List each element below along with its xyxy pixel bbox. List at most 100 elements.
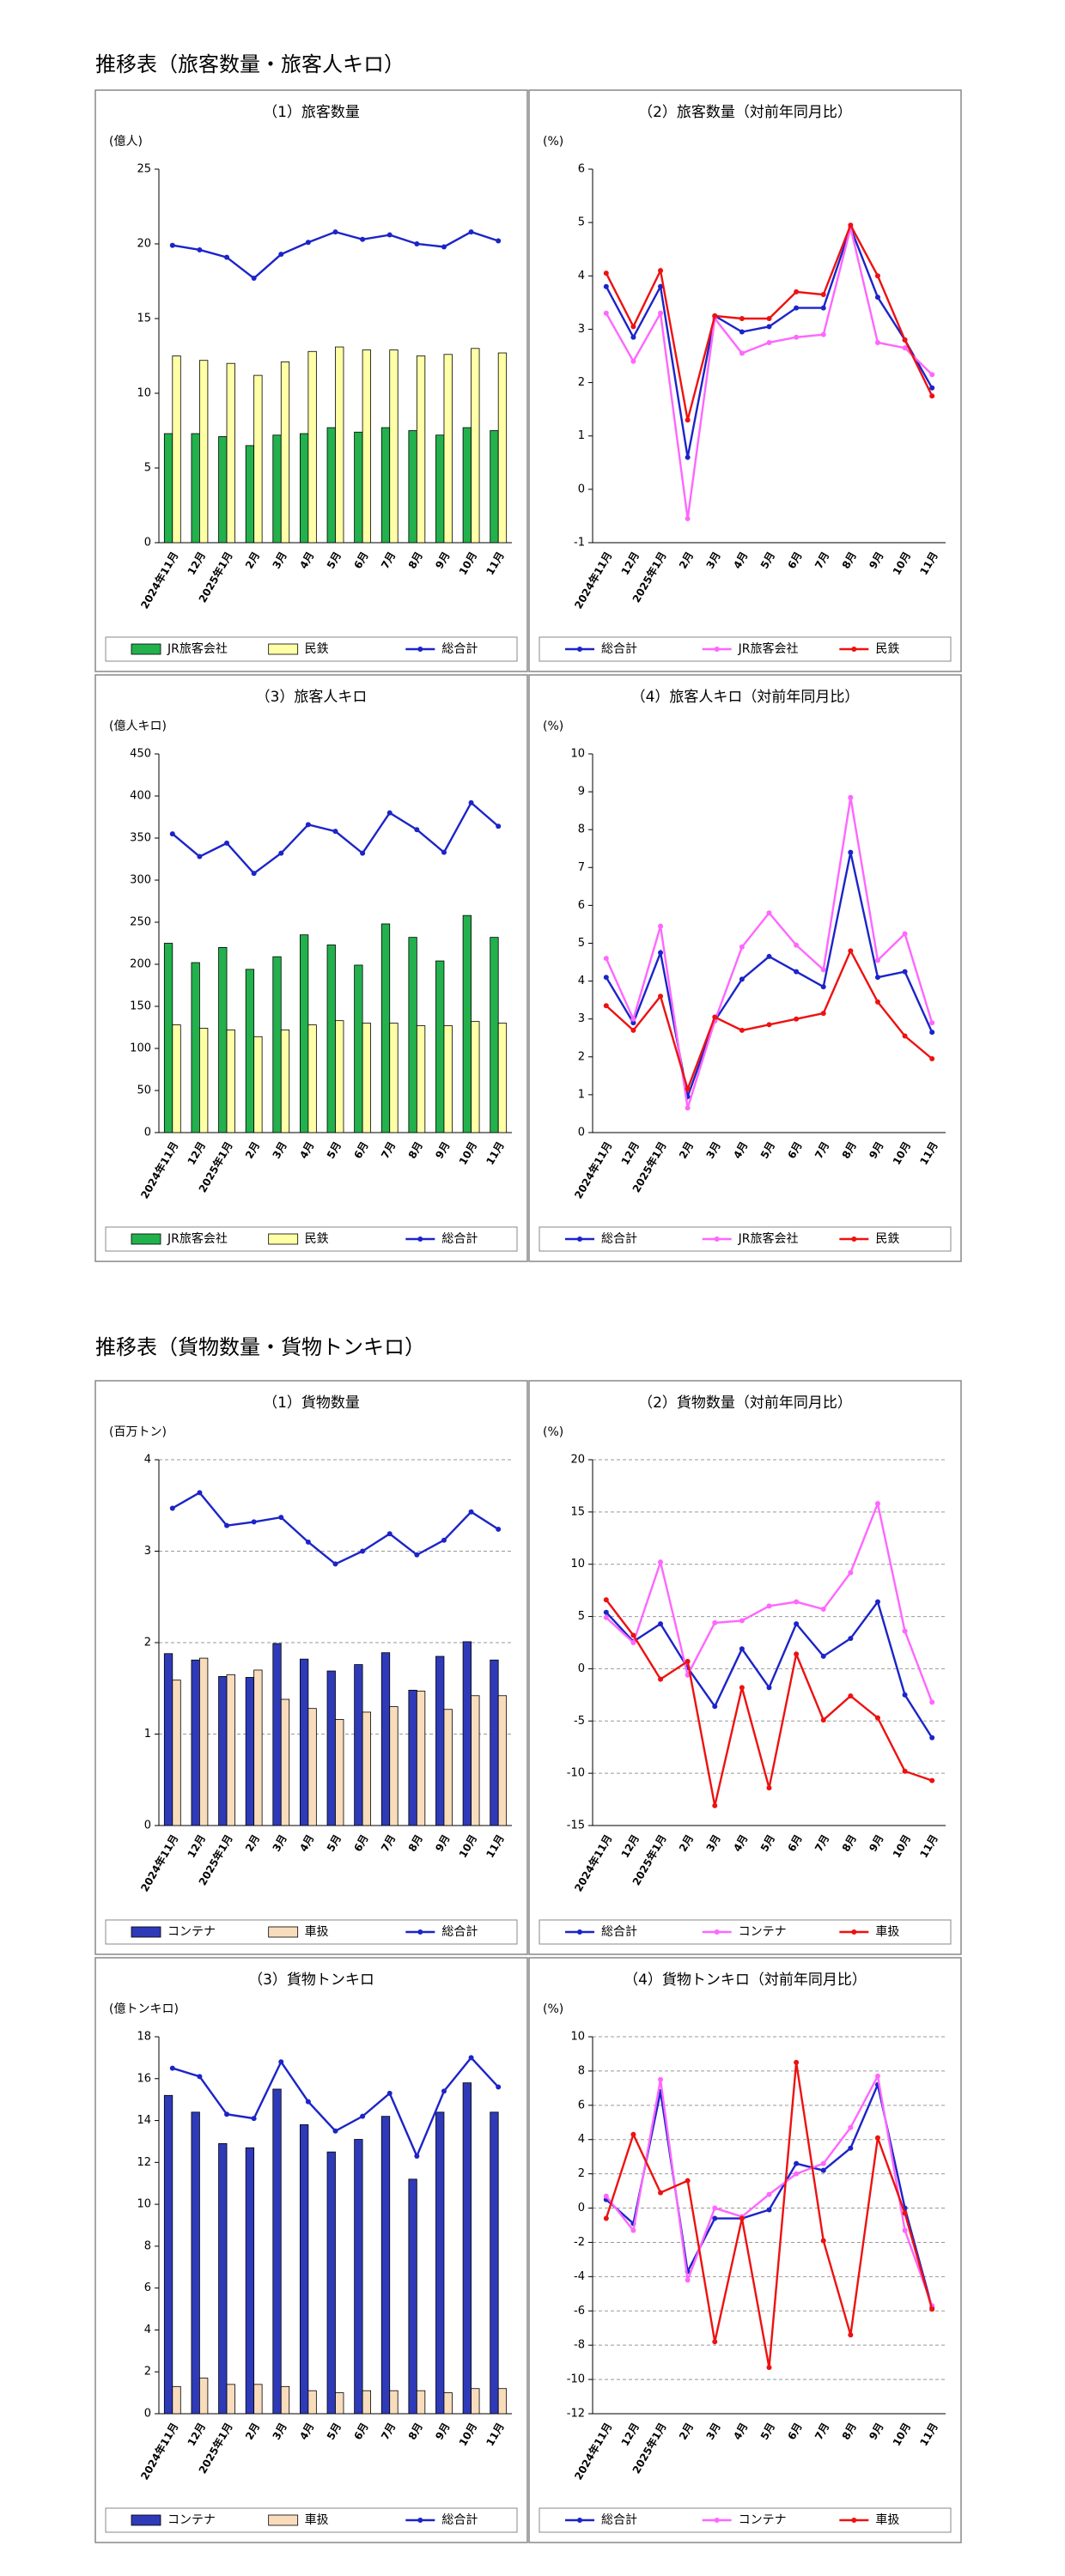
line-marker	[794, 1599, 800, 1605]
y-tick-label: 8	[144, 2239, 151, 2252]
line-marker	[414, 1552, 420, 1558]
legend-label: 総合計	[441, 2513, 478, 2527]
line-marker	[820, 1717, 826, 1723]
legend-box	[539, 1919, 952, 1945]
bar	[389, 349, 399, 544]
line-marker	[739, 976, 745, 982]
y-tick-label: 20	[137, 238, 151, 251]
line-marker	[441, 244, 447, 250]
y-axis-unit: (億トンキロ)	[109, 2002, 179, 2016]
line-marker	[603, 1609, 609, 1615]
line-marker	[712, 2339, 718, 2345]
legend-marker	[851, 1236, 857, 1242]
line-marker	[468, 1509, 474, 1515]
line-marker	[603, 283, 609, 289]
line-marker	[820, 2238, 826, 2244]
line-marker	[929, 1735, 935, 1741]
line-marker	[739, 944, 745, 950]
chart-title: （4）貨物トンキロ（対前年同月比）	[624, 1971, 867, 1989]
bar	[218, 947, 228, 1133]
bar	[416, 2390, 426, 2415]
y-tick-label: 10	[570, 748, 585, 761]
line-marker	[603, 1614, 609, 1620]
y-tick-label: 1	[144, 1728, 151, 1741]
line-marker	[902, 345, 908, 351]
bar	[326, 945, 336, 1133]
line-marker	[902, 931, 908, 937]
line-marker	[929, 372, 935, 378]
line-marker	[468, 2055, 474, 2061]
line-marker	[712, 2215, 718, 2221]
line-marker	[630, 1632, 636, 1638]
line-marker	[794, 1651, 800, 1657]
line-marker	[874, 273, 880, 279]
y-tick-label: 5	[144, 462, 151, 475]
line-marker	[794, 2160, 800, 2166]
y-tick-label: 5	[578, 1610, 585, 1623]
line-marker	[766, 1603, 772, 1609]
bar	[172, 1680, 181, 1826]
chart-title: （3）旅客人キロ	[256, 689, 368, 706]
bar	[218, 436, 228, 544]
legend-box	[539, 1226, 952, 1252]
line-marker	[820, 331, 826, 337]
line-marker	[630, 2227, 636, 2233]
bar	[253, 2384, 263, 2415]
line-marker	[685, 1105, 691, 1111]
bar	[416, 355, 426, 544]
y-tick-label: 10	[570, 2031, 585, 2044]
line-marker	[630, 2131, 636, 2137]
bar	[272, 2088, 282, 2415]
y-tick-label: -4	[574, 2270, 585, 2283]
line-marker	[360, 236, 366, 242]
legend-marker	[577, 1929, 582, 1935]
line-marker	[360, 2113, 366, 2119]
line-marker	[766, 2365, 772, 2371]
line-marker	[332, 229, 338, 235]
line-marker	[414, 2154, 420, 2160]
legend-label: 民鉄	[875, 1232, 899, 1246]
bar	[163, 433, 173, 544]
line-marker	[712, 1619, 718, 1625]
line-marker	[766, 910, 772, 916]
y-tick-label: 4	[578, 270, 585, 283]
bar	[326, 2151, 336, 2415]
line-marker	[630, 1027, 636, 1033]
legend-marker	[417, 1236, 423, 1242]
line-marker	[794, 2059, 800, 2065]
bar	[490, 2111, 499, 2415]
y-tick-label: 10	[137, 387, 151, 400]
bar	[299, 2124, 309, 2415]
bar	[307, 1024, 317, 1133]
bar	[245, 969, 255, 1133]
y-axis-unit: (百万トン)	[109, 1425, 167, 1439]
chart-panel: （3）旅客人キロ (億人キロ) 0 50 100 150 200 250 300 350 400 45…	[94, 674, 528, 1262]
bar	[462, 1641, 472, 1826]
bar	[354, 964, 363, 1133]
y-tick-label: 250	[130, 916, 151, 929]
line-marker	[874, 2135, 880, 2141]
line-marker	[197, 854, 203, 860]
line-marker	[603, 270, 609, 276]
line-marker	[848, 948, 854, 954]
legend-swatch	[268, 643, 299, 655]
line-marker	[332, 1561, 338, 1567]
legend-swatch	[268, 1233, 299, 1245]
y-tick-label: 0	[144, 537, 151, 550]
bar	[416, 1025, 426, 1133]
line-marker	[251, 871, 257, 877]
bar	[435, 434, 445, 544]
line-marker	[794, 334, 800, 340]
line-marker	[360, 850, 366, 856]
line-marker	[224, 840, 230, 846]
panel-frame	[94, 1380, 528, 1955]
bar	[226, 1674, 235, 1826]
legend-swatch	[268, 1926, 299, 1938]
line-marker	[197, 1490, 203, 1496]
line-marker	[441, 849, 447, 855]
chart-title: （3）貨物トンキロ	[248, 1971, 374, 1989]
legend-marker	[577, 647, 582, 652]
y-tick-label: 0	[144, 1127, 151, 1139]
